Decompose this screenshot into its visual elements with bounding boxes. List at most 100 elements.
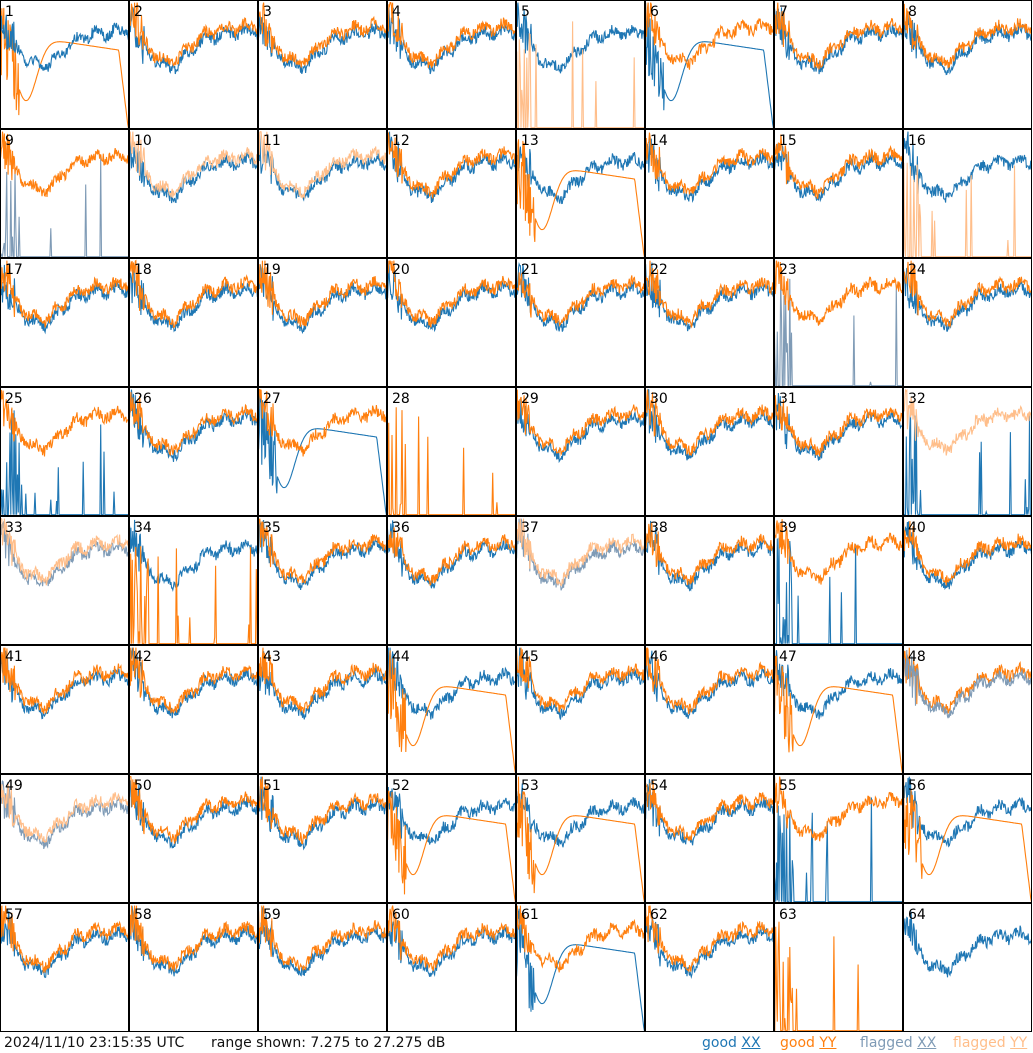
tile-panel-58: 58 (129, 903, 258, 1032)
tile-label-24: 24 (908, 262, 926, 278)
tile-panel-44: 44 (387, 645, 516, 774)
tile-label-41: 41 (5, 649, 23, 665)
tile-label-33: 33 (5, 520, 23, 536)
legend-good-xx-prefix: good (702, 1035, 737, 1051)
spectrum-yy-tile-11 (258, 130, 387, 200)
tile-frame-58 (129, 903, 258, 1032)
legend-flagged-yy-prefix: flagged (953, 1035, 1006, 1051)
spectrum-yy-tile-62 (645, 905, 774, 974)
tile-label-10: 10 (134, 133, 152, 149)
legend-good-xx: good XX (702, 1035, 761, 1051)
tile-frame-60 (387, 903, 516, 1032)
spectrum-yy-tile-42 (129, 647, 258, 714)
tile-label-12: 12 (392, 133, 410, 149)
tile-panel-12: 12 (387, 129, 516, 258)
tile-panel-50: 50 (129, 774, 258, 903)
tile-frame-8 (903, 0, 1032, 129)
spectrum-yy-tile-8 (903, 3, 1032, 69)
spectrum-yy-tile-27 (258, 389, 387, 457)
tile-label-51: 51 (263, 778, 281, 794)
tile-frame-36 (387, 516, 516, 645)
tile-label-16: 16 (908, 133, 926, 149)
tile-panel-9: 9 (0, 129, 129, 258)
tile-frame-35 (258, 516, 387, 645)
tile-panel-17: 17 (0, 258, 129, 387)
spectrum-yy-tile-6 (645, 2, 774, 70)
tile-label-63: 63 (779, 907, 797, 923)
tile-frame-32 (903, 387, 1032, 516)
spectrum-xx-tile-60 (387, 913, 516, 977)
tile-panel-64: 64 (903, 903, 1032, 1032)
tile-frame-21 (516, 258, 645, 387)
tile-panel-31: 31 (774, 387, 903, 516)
spectrum-xx-tile-16 (903, 131, 1032, 203)
spectrum-yy-tile-38 (645, 522, 774, 586)
tile-panel-51: 51 (258, 774, 387, 903)
timestamp-label: 2024/11/10 23:15:35 UTC (4, 1035, 185, 1051)
spectrum-yy-tile-58 (129, 905, 258, 972)
tile-panel-55: 55 (774, 774, 903, 903)
spectrum-yy-tile-43 (258, 647, 387, 714)
tile-frame-13 (516, 129, 645, 258)
tile-label-62: 62 (650, 907, 668, 923)
range-label: range shown: 7.275 to 27.275 dB (211, 1035, 446, 1051)
tile-label-19: 19 (263, 262, 281, 278)
tile-panel-42: 42 (129, 645, 258, 774)
spectrum-yy-tile-24 (903, 260, 1032, 329)
tile-label-9: 9 (5, 133, 14, 149)
tile-frame-29 (516, 387, 645, 516)
tile-panel-38: 38 (645, 516, 774, 645)
spectrum-xx-tile-13 (516, 145, 645, 205)
tile-panel-6: 6 (645, 0, 774, 129)
spectrum-yy-tile-17 (0, 260, 129, 328)
tile-label-32: 32 (908, 391, 926, 407)
tile-panel-22: 22 (645, 258, 774, 387)
tile-label-35: 35 (263, 520, 281, 536)
tile-frame-55 (774, 774, 903, 903)
spectrum-yy-tile-56 (903, 777, 1032, 903)
legend-good-yy-pol: YY (819, 1035, 837, 1051)
spectrum-xx-tile-5 (516, 2, 645, 74)
tile-label-54: 54 (650, 778, 668, 794)
legend-flagged-xx: flagged XX (860, 1035, 936, 1051)
spectrum-xx-tile-44 (387, 647, 516, 720)
spectrum-yy-tile-59 (258, 905, 387, 971)
spectrum-yy-tile-63 (774, 921, 903, 1032)
tile-label-50: 50 (134, 778, 152, 794)
tile-frame-3 (258, 0, 387, 129)
spectrum-xx-tile-34 (129, 519, 258, 593)
tile-frame-54 (645, 774, 774, 903)
tile-panel-23: 23 (774, 258, 903, 387)
spectrum-xx-tile-9 (0, 156, 129, 258)
legend-good-yy-prefix: good (780, 1035, 815, 1051)
tile-frame-24 (903, 258, 1032, 387)
tile-label-46: 46 (650, 649, 668, 665)
tile-panel-43: 43 (258, 645, 387, 774)
spectrum-xx-tile-32 (903, 409, 1032, 516)
tile-panel-54: 54 (645, 774, 774, 903)
tile-label-17: 17 (5, 262, 23, 278)
tile-frame-23 (774, 258, 903, 387)
legend-flagged-yy-pol: YY (1010, 1035, 1028, 1051)
spectrum-yy-tile-21 (516, 260, 645, 327)
tile-frame-17 (0, 258, 129, 387)
tile-frame-34 (129, 516, 258, 645)
tile-frame-46 (645, 645, 774, 774)
spectrum-yy-tile-9 (0, 131, 129, 198)
spectrum-yy-tile-16 (903, 162, 1032, 258)
spectrum-yy-tile-41 (0, 647, 129, 714)
spectrum-yy-tile-44 (387, 650, 516, 774)
spectrum-xx-tile-4 (387, 7, 516, 75)
tile-label-42: 42 (134, 649, 152, 665)
spectrum-yy-tile-2 (129, 2, 258, 67)
tile-panel-48: 48 (903, 645, 1032, 774)
spectrum-yy-tile-25 (0, 389, 129, 457)
tile-frame-7 (774, 0, 903, 129)
spectrum-yy-tile-15 (774, 134, 903, 199)
tile-frame-12 (387, 129, 516, 258)
tile-panel-37: 37 (516, 516, 645, 645)
tile-panel-56: 56 (903, 774, 1032, 903)
tile-label-52: 52 (392, 778, 410, 794)
spectrum-yy-tile-57 (0, 905, 129, 974)
